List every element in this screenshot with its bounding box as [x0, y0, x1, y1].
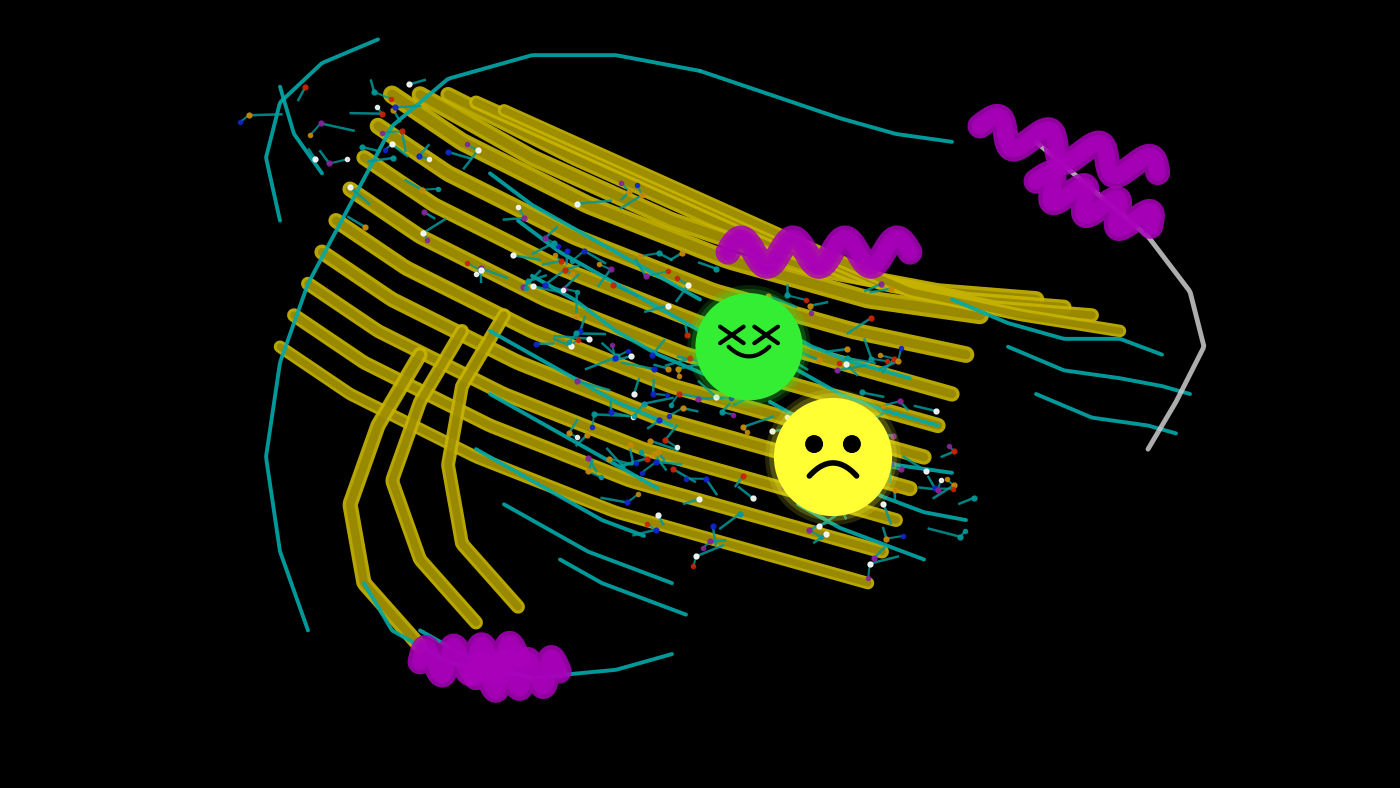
- Circle shape: [764, 389, 902, 525]
- Circle shape: [687, 285, 811, 408]
- Circle shape: [806, 436, 822, 452]
- Circle shape: [769, 393, 897, 521]
- Circle shape: [844, 436, 860, 452]
- Circle shape: [696, 293, 802, 400]
- Circle shape: [692, 289, 806, 404]
- Circle shape: [774, 398, 892, 516]
